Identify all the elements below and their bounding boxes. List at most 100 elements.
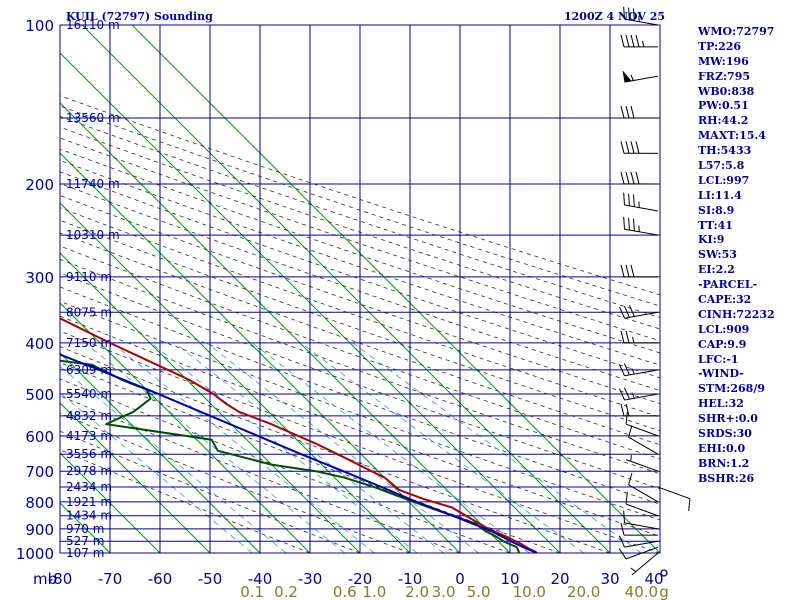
indices-list: WMO:72797 TP:226 MW:196 FRZ:795 WB0:838 PW:0.…: [698, 25, 798, 487]
height-label: 16110 m: [66, 18, 120, 32]
height-label: 13560 m: [66, 111, 120, 125]
height-label: 6309 m: [66, 363, 112, 377]
dry-adiabat-line: [60, 183, 660, 392]
dry-adiabat-line: [60, 95, 660, 296]
temperature-tick-label: 20: [550, 570, 569, 588]
index-item: SI:8.9: [698, 203, 735, 217]
dry-adiabat-line: [60, 232, 660, 446]
index-item: RH:44.2: [698, 114, 749, 128]
wind-barb: [619, 387, 659, 401]
pressure-unit-label: mb: [33, 570, 57, 588]
temperature-tick-label: -40: [248, 570, 273, 588]
index-item: STM:268/9: [698, 382, 765, 396]
index-item: SRDS:30: [698, 427, 752, 441]
mixing-ratio-unit: g: [659, 583, 669, 600]
temperature-tick-label: -50: [198, 570, 223, 588]
wind-barb: [620, 141, 659, 154]
index-item: MAXT:15.4: [698, 129, 766, 143]
wind-barb: [625, 455, 659, 472]
height-label: 107 m: [66, 546, 104, 560]
wind-barb: [625, 411, 659, 437]
station-title: KUIL (72797) Sounding: [66, 10, 213, 23]
pressure-label: 400: [25, 335, 54, 353]
temperature-end-label: 40: [644, 570, 663, 588]
isotherm-line: [60, 452, 161, 553]
wind-barb: [619, 535, 659, 548]
temperature-tick-label: -20: [348, 570, 373, 588]
height-label: 3556 m: [66, 447, 112, 461]
pressure-label: 700: [25, 463, 54, 481]
wind-barb: [630, 552, 659, 576]
temperature-line: [60, 317, 537, 553]
dry-adiabat-line: [60, 219, 660, 432]
temperature-tick-label: -60: [148, 570, 173, 588]
index-item: SW:53: [698, 248, 737, 262]
height-label: 527 m: [66, 534, 104, 548]
isotherm-line: [60, 352, 261, 553]
dry-adiabat-line: [60, 137, 660, 342]
index-item: MW:196: [698, 54, 749, 68]
mixing-ratio-label: 0.1: [240, 583, 264, 600]
wind-barb: [620, 171, 659, 185]
wind-barb: [623, 216, 659, 236]
dry-adiabat-line: [60, 159, 660, 366]
index-item: EHI:0.0: [698, 441, 746, 455]
index-item: LCL:909: [698, 322, 750, 336]
dry-adiabat-line: [60, 272, 660, 490]
pressure-label: 600: [25, 428, 54, 446]
index-item: FRZ:795: [698, 69, 751, 83]
dry-adiabat-line: [60, 300, 660, 521]
height-label: 7150 m: [66, 336, 112, 350]
mixing-ratio-line: [252, 342, 530, 553]
dry-adiabat-line: [60, 207, 660, 418]
index-item: -WIND-: [698, 367, 744, 381]
isotherm-line: [60, 402, 211, 553]
mixing-ratio-label: 1.0: [362, 583, 386, 600]
pressure-label: 800: [25, 494, 54, 512]
index-item: WMO:72797: [698, 25, 775, 38]
index-item: BSHR:26: [698, 471, 755, 485]
height-label: 2978 m: [66, 464, 112, 478]
wind-barb: [619, 363, 659, 377]
index-item: TT:41: [698, 218, 733, 232]
wind-barb: [620, 264, 659, 278]
pressure-label: 100: [25, 17, 54, 35]
parcel-line: [60, 353, 538, 553]
wind-barb: [628, 425, 659, 455]
index-item: BRN:1.2: [698, 456, 750, 470]
wind-barb: [657, 486, 691, 512]
dry-adiabat-line: [60, 126, 660, 330]
dry-adiabat-line: [60, 171, 660, 379]
height-label: 11740 m: [66, 177, 120, 191]
temperature-tick-label: 30: [600, 570, 619, 588]
isotherm-line: [0, 25, 10, 553]
height-label: 1921 m: [66, 495, 112, 509]
isotherm-line: [60, 152, 461, 553]
dry-adiabat-line: [60, 245, 660, 460]
temperature-tick-label: -10: [398, 570, 423, 588]
plot-frame: [59, 24, 661, 554]
index-item: LI:11.4: [698, 188, 742, 202]
mixing-ratio-label: 0.2: [274, 583, 298, 600]
mixing-ratio-line: [111, 342, 375, 553]
dry-adiabat-line: [60, 148, 660, 354]
height-label: 1434 m: [66, 509, 112, 523]
height-label: 970 m: [66, 522, 104, 536]
degree-symbol: [660, 569, 668, 577]
index-item: SHR+:0.0: [698, 412, 758, 426]
wind-barb: [620, 105, 659, 119]
pressure-label: 200: [25, 176, 54, 194]
height-label: 9110 m: [66, 270, 112, 284]
index-item: EI:2.2: [698, 263, 735, 277]
isotherm-line: [60, 302, 311, 553]
mixing-ratio-label: 10.0: [513, 583, 546, 600]
wind-barb: [620, 330, 659, 344]
dry-adiabat-line: [60, 116, 660, 318]
index-item: L57:5.8: [698, 159, 745, 173]
wind-barb: [623, 510, 659, 530]
height-label: 5540 m: [66, 387, 112, 401]
wind-barb: [618, 546, 659, 560]
mixing-ratio-label: 5.0: [467, 583, 491, 600]
index-item: PW:0.51: [698, 99, 749, 113]
